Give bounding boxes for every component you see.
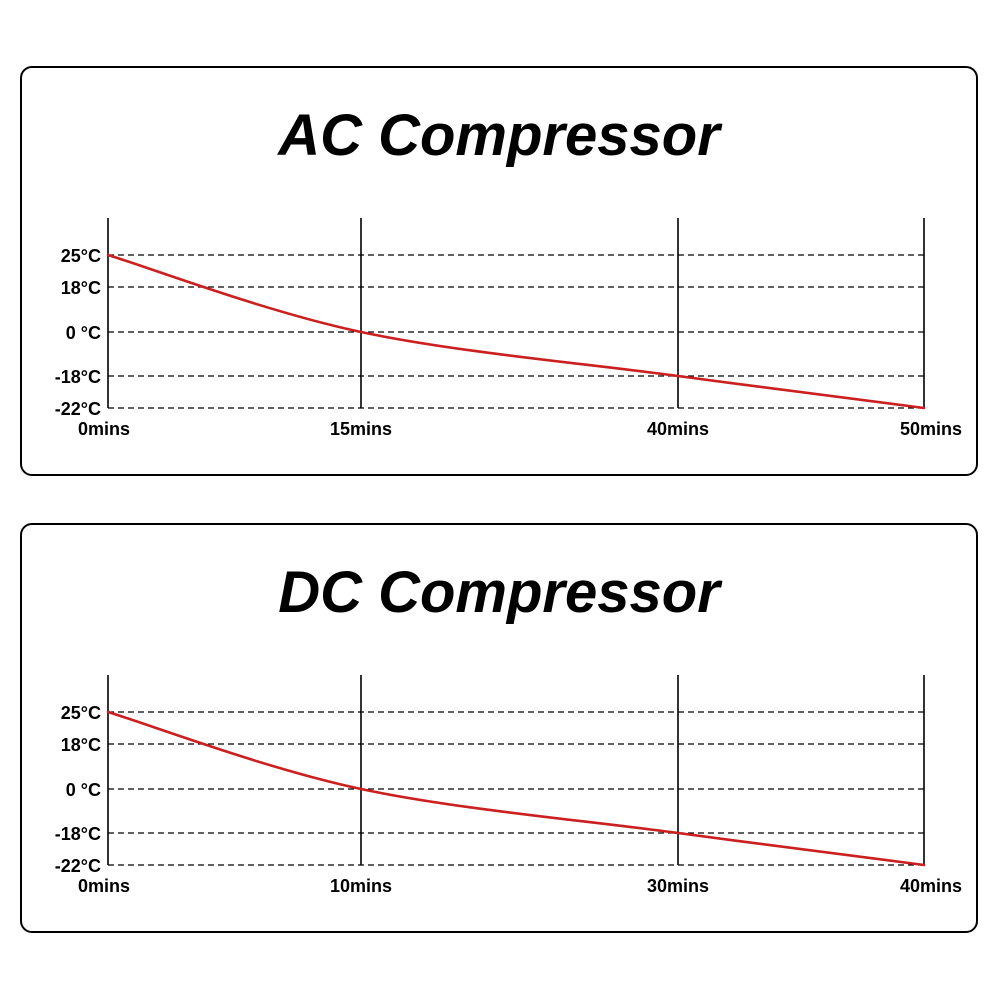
- y-tick-label: -18°C: [55, 367, 101, 387]
- x-tick-label: 10mins: [330, 876, 392, 896]
- y-tick-label: 25°C: [61, 703, 101, 723]
- y-tick-label: -22°C: [55, 399, 101, 419]
- x-tick-label: 40mins: [647, 419, 709, 439]
- x-tick-label: 0mins: [78, 876, 130, 896]
- x-tick-label: 30mins: [647, 876, 709, 896]
- y-tick-label: 18°C: [61, 278, 101, 298]
- chart-title: DC Compressor: [278, 560, 720, 625]
- y-tick-label: 0 °C: [66, 780, 101, 800]
- y-tick-label: -22°C: [55, 856, 101, 876]
- temperature-curve: [106, 253, 926, 410]
- y-tick-label: 18°C: [61, 735, 101, 755]
- x-tick-label: 0mins: [78, 419, 130, 439]
- chart-title: AC Compressor: [278, 103, 720, 168]
- x-tick-label: 40mins: [900, 876, 962, 896]
- y-tick-label: 25°C: [61, 246, 101, 266]
- dc-compressor-panel: DC Compressor 25°C 18°C 0 °C -18°C -22°C 0min…: [20, 523, 978, 933]
- y-tick-label: -18°C: [55, 824, 101, 844]
- x-tick-label: 15mins: [330, 419, 392, 439]
- temperature-curve: [106, 710, 926, 867]
- y-tick-label: 0 °C: [66, 323, 101, 343]
- ac-compressor-panel: AC Compressor 25°C 18°C 0 °C -18°C -22°C 0min…: [20, 66, 978, 476]
- x-tick-label: 50mins: [900, 419, 962, 439]
